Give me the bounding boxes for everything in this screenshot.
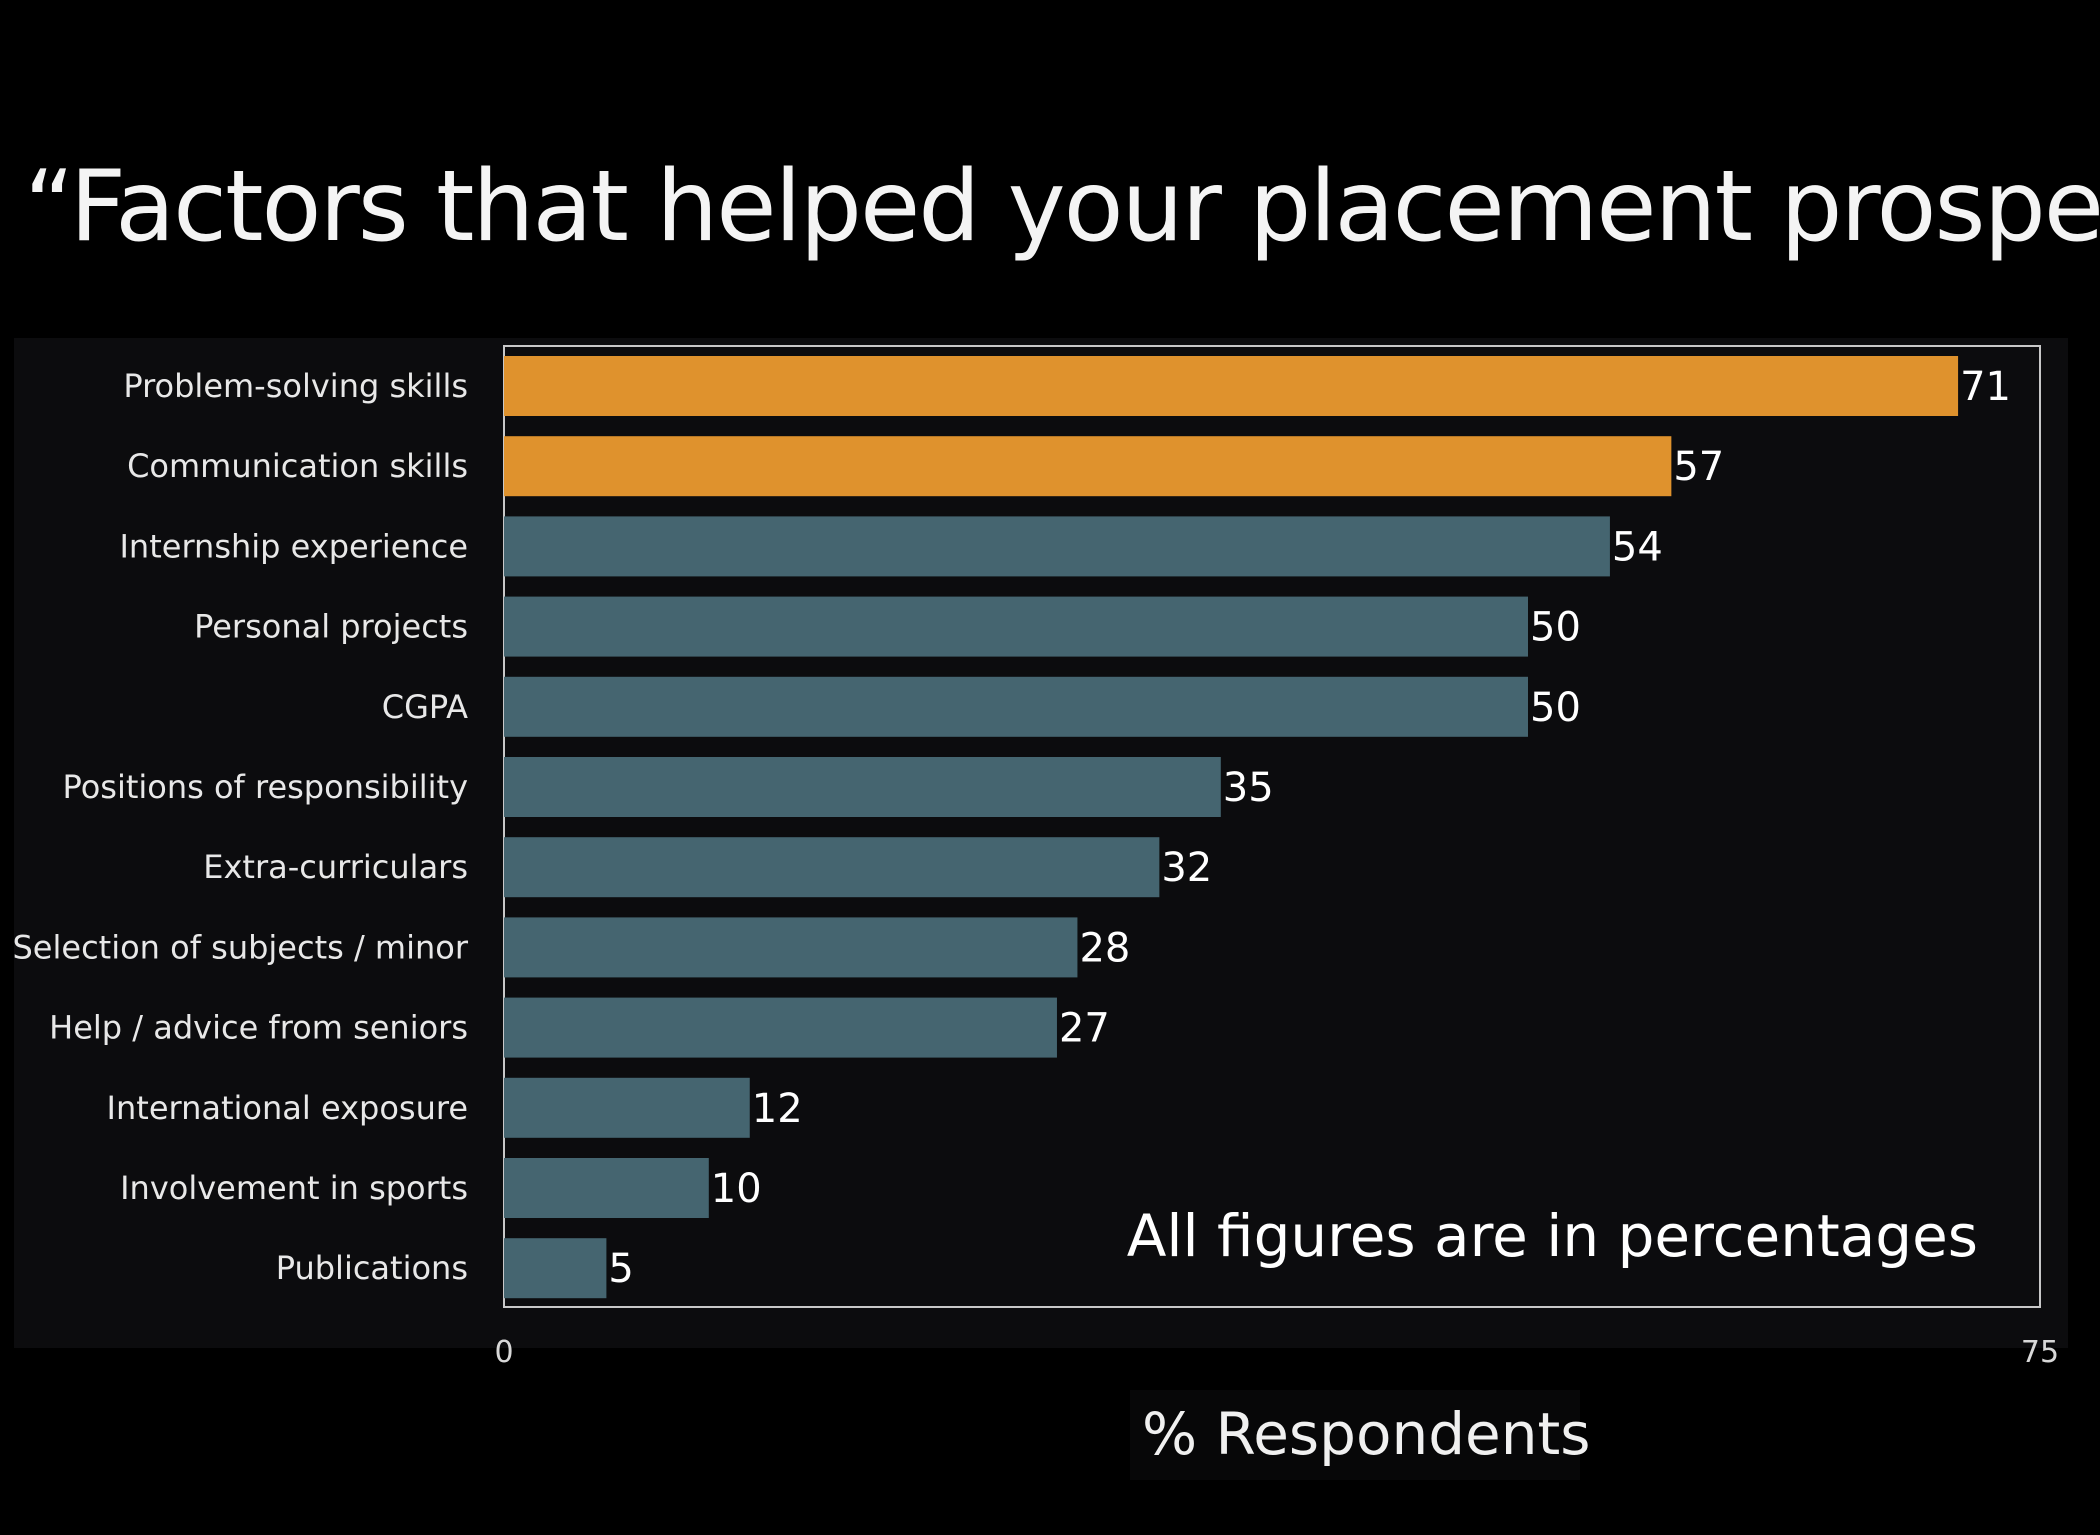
bar-10 [504,1077,750,1138]
plot-frame [503,345,2041,1308]
category-label-3: Internship experience [119,527,468,565]
bar-5 [504,676,1528,737]
x-tick-max: 75 [2021,1335,2059,1370]
category-label-11: Involvement in sports [120,1169,468,1207]
category-label-4: Personal projects [194,608,468,646]
bar-2 [504,436,1672,497]
page-title: “Factors that helped your placement pros… [24,150,2100,264]
bar-8 [504,917,1078,978]
value-label-9: 27 [1059,1006,1110,1052]
bar-7 [504,837,1160,898]
category-label-2: Communication skills [127,447,468,485]
bar-1 [504,356,1959,416]
value-label-8: 28 [1079,925,1130,971]
category-label-7: Extra-curriculars [203,848,468,886]
category-label-12: Publications [276,1249,468,1287]
bar-12 [504,1238,607,1299]
value-label-6: 35 [1223,765,1274,811]
value-label-10: 12 [752,1086,803,1132]
value-label-11: 10 [711,1166,762,1212]
x-tick-min: 0 [494,1335,513,1370]
bar-9 [504,997,1057,1058]
category-label-1: Problem-solving skills [123,367,468,405]
category-label-5: CGPA [382,688,468,726]
x-axis-label-backdrop [1130,1390,1580,1480]
labels-layer: Problem-solving skills 71 Communication sk… [12,364,2011,1292]
value-label-2: 57 [1673,444,1724,490]
value-label-12: 5 [608,1246,633,1292]
chart-note: All figures are in percentages [1127,1202,1978,1270]
bar-4 [504,596,1528,657]
bar-6 [504,757,1221,817]
bar-3 [504,516,1610,577]
category-label-6: Positions of responsibility [63,768,468,806]
bar-11 [504,1158,709,1218]
value-label-4: 50 [1530,605,1581,651]
category-label-10: International exposure [107,1089,468,1127]
value-label-5: 50 [1530,685,1581,731]
value-label-1: 71 [1960,364,2011,410]
value-label-3: 54 [1612,524,1663,570]
x-axis-label: % Respondents [1142,1400,1591,1468]
category-label-8: Selection of subjects / minor [12,928,468,966]
bars-layer [504,356,1959,1299]
category-label-9: Help / advice from seniors [49,1009,468,1047]
value-label-7: 32 [1161,845,1212,891]
